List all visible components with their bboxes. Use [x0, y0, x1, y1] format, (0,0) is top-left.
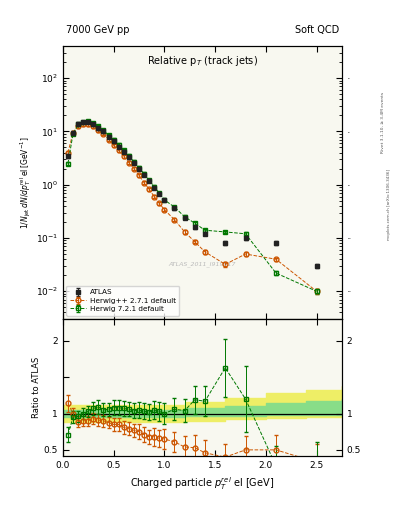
Text: Soft QCD: Soft QCD	[295, 25, 339, 35]
Legend: ATLAS, Herwig++ 2.7.1 default, Herwig 7.2.1 default: ATLAS, Herwig++ 2.7.1 default, Herwig 7.…	[66, 286, 179, 315]
Text: Rivet 3.1.10, ≥ 3.4M events: Rivet 3.1.10, ≥ 3.4M events	[381, 92, 385, 154]
Text: 7000 GeV pp: 7000 GeV pp	[66, 25, 129, 35]
Text: Relative p$_T$ (track jets): Relative p$_T$ (track jets)	[147, 54, 258, 68]
Y-axis label: Ratio to ATLAS: Ratio to ATLAS	[32, 357, 41, 418]
Text: ATLAS_2011_I919017: ATLAS_2011_I919017	[169, 262, 236, 267]
Y-axis label: $1/N_\mathrm{jet}\,dN/dp_T^\mathrm{rel}\,\mathrm{el\,[GeV^{-1}]}$: $1/N_\mathrm{jet}\,dN/dp_T^\mathrm{rel}\…	[18, 136, 33, 229]
X-axis label: Charged particle $p_T^{rel}$ el [GeV]: Charged particle $p_T^{rel}$ el [GeV]	[130, 475, 274, 492]
Text: mcplots.cern.ch [arXiv:1306.3436]: mcplots.cern.ch [arXiv:1306.3436]	[387, 169, 391, 240]
